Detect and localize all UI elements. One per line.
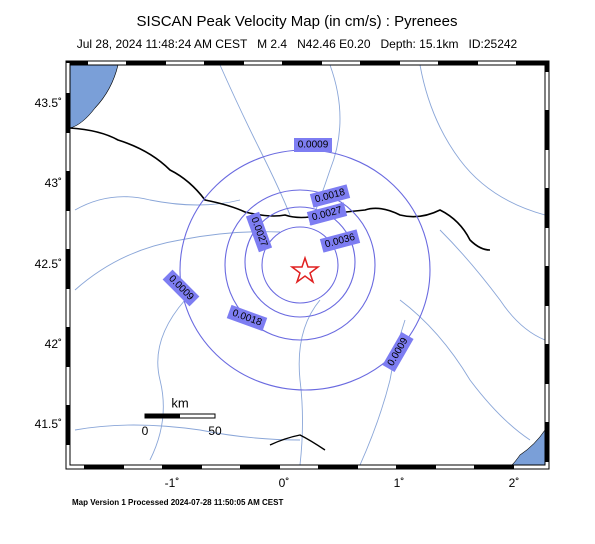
scale-bar: km 0 50 bbox=[142, 395, 222, 438]
subtitle: Jul 28, 2024 11:48:24 AM CEST M 2.4 N42.… bbox=[77, 37, 518, 51]
label-box bbox=[319, 229, 361, 253]
lon-label: 1˚ bbox=[394, 476, 405, 490]
frame-stripes bbox=[66, 61, 549, 469]
label-box bbox=[382, 332, 414, 372]
scale-unit: km bbox=[171, 395, 188, 410]
label-box bbox=[294, 138, 332, 152]
lon-label: 0˚ bbox=[279, 476, 290, 490]
scale-label: 0 bbox=[142, 424, 149, 438]
rivers bbox=[74, 64, 546, 466]
lat-label: 43.5˚ bbox=[35, 96, 62, 110]
sea bbox=[511, 429, 546, 466]
contour-label: 0.0036 bbox=[319, 229, 361, 253]
lat-label: 42.5˚ bbox=[35, 257, 62, 271]
contour-label: 0.0009 bbox=[294, 138, 332, 152]
scale-label: 50 bbox=[208, 424, 222, 438]
title: SISCAN Peak Velocity Map (in cm/s) : Pyr… bbox=[137, 13, 458, 30]
label-box bbox=[245, 211, 273, 253]
label-box bbox=[306, 202, 348, 226]
border bbox=[69, 127, 491, 251]
axis-labels: 43.5˚ 43˚ 42.5˚ 42˚ 41.5˚ -1˚ 0˚ 1˚ 2˚ bbox=[35, 96, 520, 490]
lat-label: 41.5˚ bbox=[35, 417, 62, 431]
contour-label: 0.0018 bbox=[309, 184, 351, 208]
epicenter bbox=[289, 255, 321, 285]
lon-label: -1˚ bbox=[165, 476, 180, 490]
coast bbox=[269, 434, 326, 451]
lon-label: 2˚ bbox=[509, 476, 520, 490]
label-text: 0.0009 bbox=[298, 140, 329, 151]
map-area: 0.00090.00180.00270.00360.00270.00090.00… bbox=[65, 60, 550, 470]
label-box bbox=[162, 269, 200, 307]
label-box bbox=[309, 184, 351, 208]
contours bbox=[179, 149, 431, 391]
lat-label: 43˚ bbox=[45, 176, 62, 190]
lat-label: 42˚ bbox=[45, 337, 62, 351]
contour-label: 0.0027 bbox=[306, 202, 348, 226]
label-box bbox=[226, 304, 268, 332]
footer: Map Version 1 Processed 2024-07-28 11:50… bbox=[72, 498, 283, 507]
sea bbox=[69, 64, 119, 129]
